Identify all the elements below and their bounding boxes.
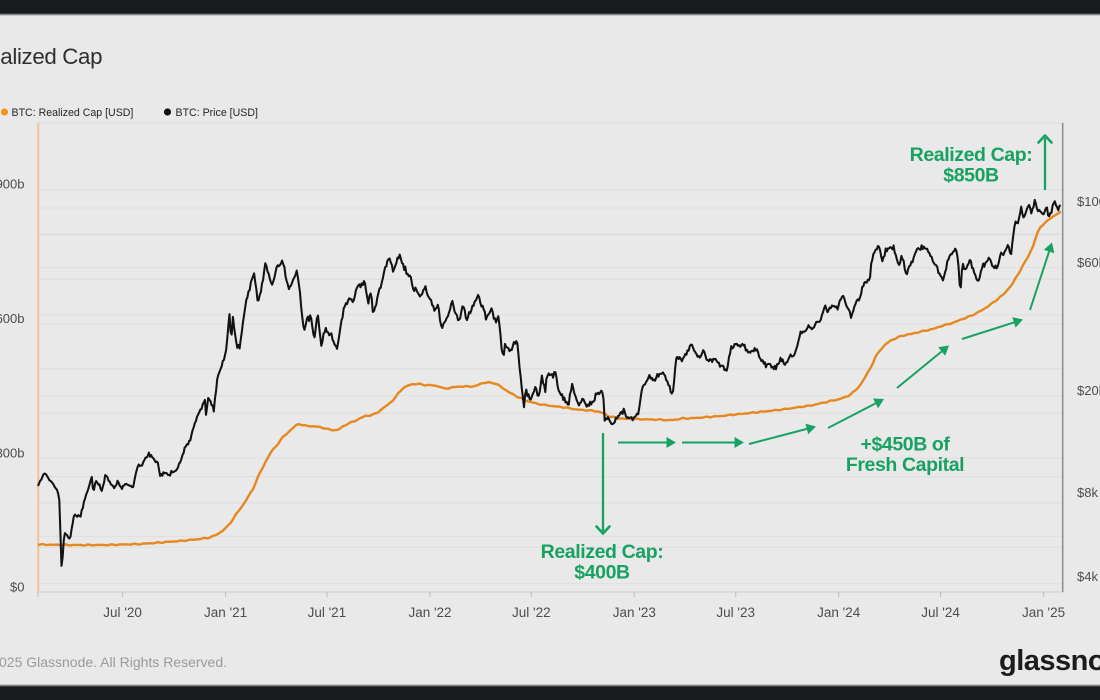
- svg-text:BTC: Price [USD]: BTC: Price [USD]: [176, 107, 258, 119]
- svg-text:Fresh Capital: Fresh Capital: [846, 454, 964, 476]
- svg-text:Jul '20: Jul '20: [103, 605, 142, 620]
- svg-text:Jul '22: Jul '22: [512, 605, 551, 620]
- svg-text:Realized Cap: Realized Cap: [0, 44, 102, 69]
- svg-text:BTC: Realized Cap [USD]: BTC: Realized Cap [USD]: [12, 107, 134, 119]
- svg-text:$600b: $600b: [0, 311, 25, 326]
- svg-text:$20k: $20k: [1077, 383, 1100, 398]
- svg-text:$100k: $100k: [1077, 194, 1100, 209]
- svg-text:Jan '25: Jan '25: [1022, 605, 1065, 620]
- svg-text:glassnode: glassnode: [999, 645, 1100, 677]
- svg-text:Jul '21: Jul '21: [308, 605, 347, 620]
- svg-text:Jul '23: Jul '23: [716, 605, 755, 620]
- svg-text:$400B: $400B: [574, 562, 630, 584]
- svg-text:Jan '23: Jan '23: [613, 605, 656, 620]
- svg-text:Realized Cap:: Realized Cap:: [910, 144, 1033, 166]
- svg-text:$60k: $60k: [1077, 255, 1100, 270]
- svg-text:$850B: $850B: [943, 165, 999, 187]
- svg-text:Realized Cap:: Realized Cap:: [541, 541, 664, 563]
- svg-text:$4k: $4k: [1077, 569, 1098, 584]
- svg-text:Jan '22: Jan '22: [408, 605, 451, 620]
- svg-text:$300b: $300b: [0, 446, 25, 461]
- svg-text:$0: $0: [10, 580, 24, 595]
- svg-text:+$450B of: +$450B of: [860, 434, 950, 456]
- svg-text:Jul '24: Jul '24: [921, 605, 960, 620]
- svg-text:$900b: $900b: [0, 177, 25, 192]
- svg-text:$8k: $8k: [1077, 485, 1098, 500]
- svg-text:Jan '21: Jan '21: [204, 605, 247, 620]
- svg-text:© 2025 Glassnode. All Rights R: © 2025 Glassnode. All Rights Reserved.: [0, 654, 227, 670]
- svg-text:Jan '24: Jan '24: [817, 605, 861, 620]
